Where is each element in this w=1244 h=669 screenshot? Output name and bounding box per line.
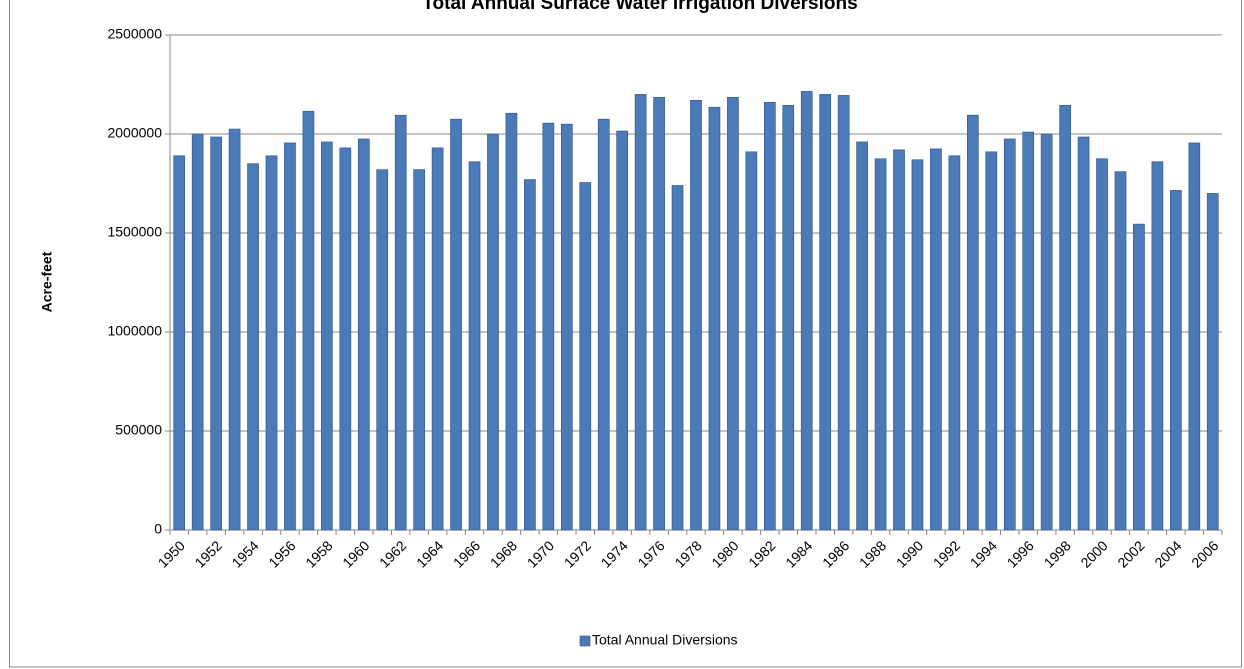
- legend-swatch: [579, 635, 591, 647]
- bar: [247, 163, 259, 531]
- bar: [302, 110, 315, 531]
- legend-label: Total Annual Diversions: [592, 632, 738, 648]
- bar: [727, 97, 739, 531]
- y-tick-label: 2000000: [107, 125, 162, 141]
- bar: [616, 130, 629, 531]
- bar: [800, 91, 813, 531]
- bar: [930, 148, 942, 531]
- bar: [1003, 138, 1016, 531]
- y-tick-label: 1500000: [107, 224, 162, 240]
- bar: [1040, 133, 1053, 531]
- bar: [228, 128, 241, 531]
- y-tick-label: 1000000: [107, 323, 162, 339]
- bar: [191, 133, 204, 531]
- bar: [579, 182, 592, 531]
- bar: [210, 136, 222, 531]
- bar: [985, 151, 998, 531]
- bar: [837, 95, 850, 531]
- bar: [967, 114, 979, 531]
- bar: [708, 106, 721, 531]
- bar: [284, 142, 296, 531]
- bar: [524, 179, 536, 531]
- bar: [487, 133, 499, 531]
- bar: [819, 94, 832, 531]
- bar: [1133, 223, 1145, 531]
- bar: [173, 155, 186, 531]
- bar: [468, 161, 481, 531]
- bar: [856, 141, 868, 531]
- bar: [1059, 104, 1071, 531]
- bar: [597, 118, 610, 531]
- bar: [265, 155, 278, 531]
- bar: [1151, 161, 1164, 531]
- bar: [653, 97, 665, 531]
- bar: [560, 123, 573, 531]
- bar: [1206, 193, 1219, 531]
- bar: [911, 159, 924, 531]
- bar: [1114, 171, 1127, 531]
- bar: [874, 158, 887, 531]
- bar: [321, 141, 333, 531]
- bar: [394, 114, 407, 531]
- y-tick-label: 500000: [115, 422, 162, 438]
- bar: [542, 122, 555, 531]
- y-tick-label: 0: [154, 521, 162, 537]
- y-axis-label: Acre-feet: [39, 251, 55, 312]
- bar: [893, 149, 905, 531]
- bar: [413, 169, 425, 531]
- bar: [1077, 136, 1090, 531]
- bar: [671, 185, 684, 531]
- bar: [1096, 158, 1108, 531]
- bar: [634, 94, 647, 531]
- bar: [1022, 131, 1035, 531]
- y-tick-label: 2500000: [107, 26, 162, 42]
- bar: [1170, 190, 1182, 531]
- bar: [339, 147, 352, 531]
- bar: [745, 151, 758, 531]
- bar: [782, 104, 795, 531]
- bar: [763, 102, 776, 531]
- chart-title: Total Annual Surface Water Irrigation Di…: [422, 0, 857, 14]
- bar: [431, 147, 444, 531]
- bar: [948, 155, 961, 531]
- bar: [505, 112, 518, 531]
- bar: [450, 118, 462, 531]
- bar: [1188, 142, 1201, 531]
- bar: [357, 138, 370, 531]
- bar: [376, 169, 389, 531]
- bar: [690, 100, 702, 531]
